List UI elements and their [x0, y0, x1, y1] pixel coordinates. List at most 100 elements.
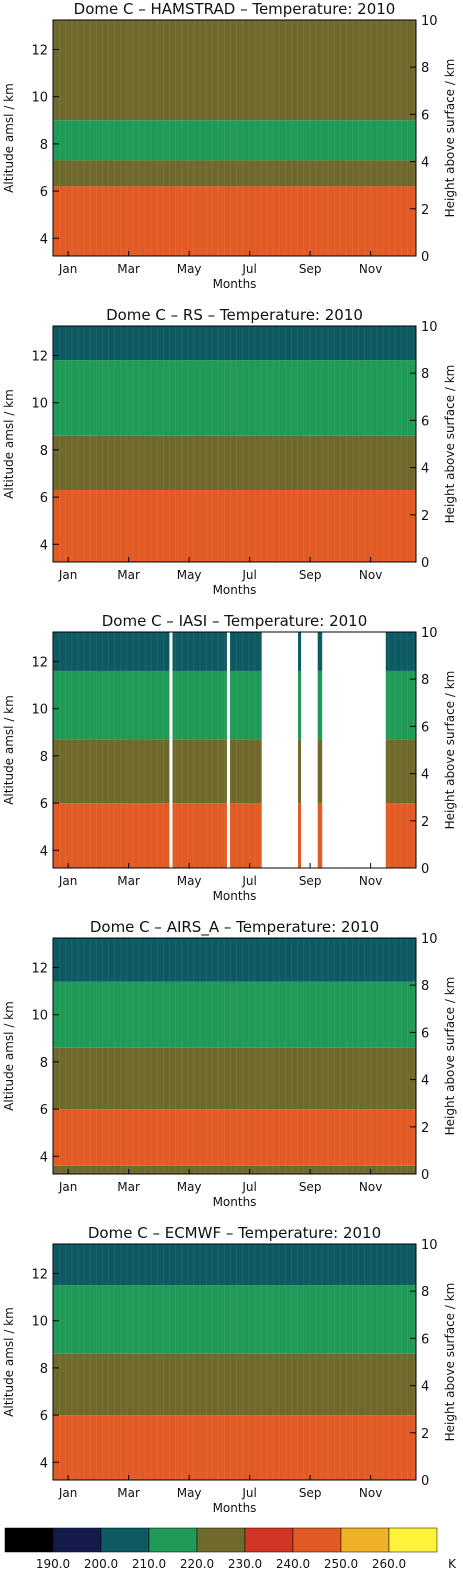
texture-stripe — [65, 326, 67, 562]
x-tick-label: Jan — [58, 874, 78, 888]
temperature-band — [53, 435, 416, 491]
texture-stripe — [297, 938, 299, 1174]
texture-stripe — [260, 632, 262, 868]
y-tick-label: 8 — [40, 138, 48, 153]
y-right-tick-label: 10 — [421, 14, 438, 29]
texture-stripe — [345, 1244, 347, 1480]
texture-stripe — [254, 20, 256, 256]
y-right-tick-label: 10 — [421, 626, 438, 641]
texture-stripe — [388, 632, 390, 868]
temperature-band — [53, 490, 416, 562]
texture-stripe — [199, 632, 201, 868]
temperature-band — [53, 1285, 416, 1354]
texture-stripe — [138, 326, 140, 562]
texture-stripe — [370, 1244, 372, 1480]
texture-stripe — [242, 938, 244, 1174]
texture-stripe — [327, 326, 329, 562]
temperature-band — [53, 120, 416, 161]
y-right-tick-label: 6 — [421, 720, 429, 735]
texture-stripe — [120, 632, 122, 868]
texture-stripe — [95, 326, 97, 562]
no-data-gap — [226, 632, 230, 868]
y-tick-label: 4 — [40, 1150, 48, 1165]
texture-stripe — [77, 20, 79, 256]
texture-stripe — [187, 20, 189, 256]
y-tick-label: 8 — [40, 444, 48, 459]
texture-stripe — [162, 1244, 164, 1480]
texture-stripe — [394, 938, 396, 1174]
texture-stripe — [53, 938, 55, 1174]
plot-frame — [52, 1243, 417, 1481]
no-data-gap — [30, 938, 52, 1174]
texture-stripe — [266, 938, 268, 1174]
y-right-tick-label: 6 — [421, 1332, 429, 1347]
x-tick-label: Jul — [241, 262, 256, 276]
y-right-tick-label: 4 — [421, 1074, 429, 1089]
texture-stripe — [376, 326, 378, 562]
x-tick-label: Nov — [359, 874, 382, 888]
panel-title: Dome C – HAMSTRAD – Temperature: 2010 — [74, 0, 396, 18]
no-data-gap — [322, 632, 386, 868]
texture-stripe — [114, 632, 116, 868]
texture-stripe — [333, 938, 335, 1174]
texture-stripe — [388, 1244, 390, 1480]
texture-stripe — [120, 326, 122, 562]
texture-stripe — [205, 1244, 207, 1480]
y-tick-label: 8 — [40, 750, 48, 765]
texture-stripe — [156, 1244, 158, 1480]
y-right-tick-label: 4 — [421, 156, 429, 171]
colorbar-tick-label: 230.0 — [228, 1557, 262, 1571]
colorbar-swatch — [148, 1527, 198, 1553]
texture-stripe — [193, 20, 195, 256]
x-axis-label: Months — [213, 583, 257, 597]
temperature-band — [53, 938, 416, 982]
texture-stripe — [333, 20, 335, 256]
texture-stripe — [126, 326, 128, 562]
texture-stripe — [132, 20, 134, 256]
texture-stripe — [309, 938, 311, 1174]
x-tick-label: Nov — [359, 262, 382, 276]
x-tick-label: Mar — [117, 1180, 140, 1194]
x-tick-label: Nov — [359, 568, 382, 582]
texture-stripe — [101, 1244, 103, 1480]
texture-stripe — [351, 20, 354, 256]
plot-frame — [52, 631, 417, 869]
texture-stripe — [303, 326, 305, 562]
y-tick-label: 4 — [40, 538, 48, 553]
texture-stripe — [187, 938, 189, 1174]
texture-stripe — [187, 632, 189, 868]
texture-stripe — [205, 326, 207, 562]
y-right-tick-label: 4 — [421, 1380, 429, 1395]
texture-stripe — [376, 20, 378, 256]
plot-frame — [52, 325, 417, 563]
texture-stripe — [126, 20, 128, 256]
texture-stripe — [101, 632, 103, 868]
texture-stripe — [114, 20, 116, 256]
texture-stripe — [181, 20, 183, 256]
texture-stripe — [254, 938, 256, 1174]
y-tick-label: 8 — [40, 1056, 48, 1071]
texture-stripe — [376, 1244, 378, 1480]
temperature-band — [53, 186, 416, 256]
texture-stripe — [199, 1244, 201, 1480]
texture-stripe — [248, 20, 250, 256]
colorbar-tick-label: 260.0 — [372, 1557, 406, 1571]
texture-stripe — [333, 1244, 335, 1480]
texture-stripe — [175, 1244, 177, 1480]
texture-stripe — [107, 938, 110, 1174]
texture-stripe — [406, 1244, 408, 1480]
texture-stripe — [138, 632, 140, 868]
texture-stripe — [412, 1244, 415, 1480]
texture-stripe — [303, 20, 305, 256]
texture-stripe — [364, 938, 366, 1174]
texture-stripe — [156, 632, 158, 868]
texture-stripe — [400, 632, 402, 868]
texture-stripe — [71, 1244, 73, 1480]
x-axis-label: Months — [213, 1501, 257, 1515]
texture-stripe — [321, 1244, 323, 1480]
texture-stripe — [199, 20, 201, 256]
texture-stripe — [242, 20, 244, 256]
texture-stripe — [272, 938, 274, 1174]
texture-stripe — [59, 326, 61, 562]
